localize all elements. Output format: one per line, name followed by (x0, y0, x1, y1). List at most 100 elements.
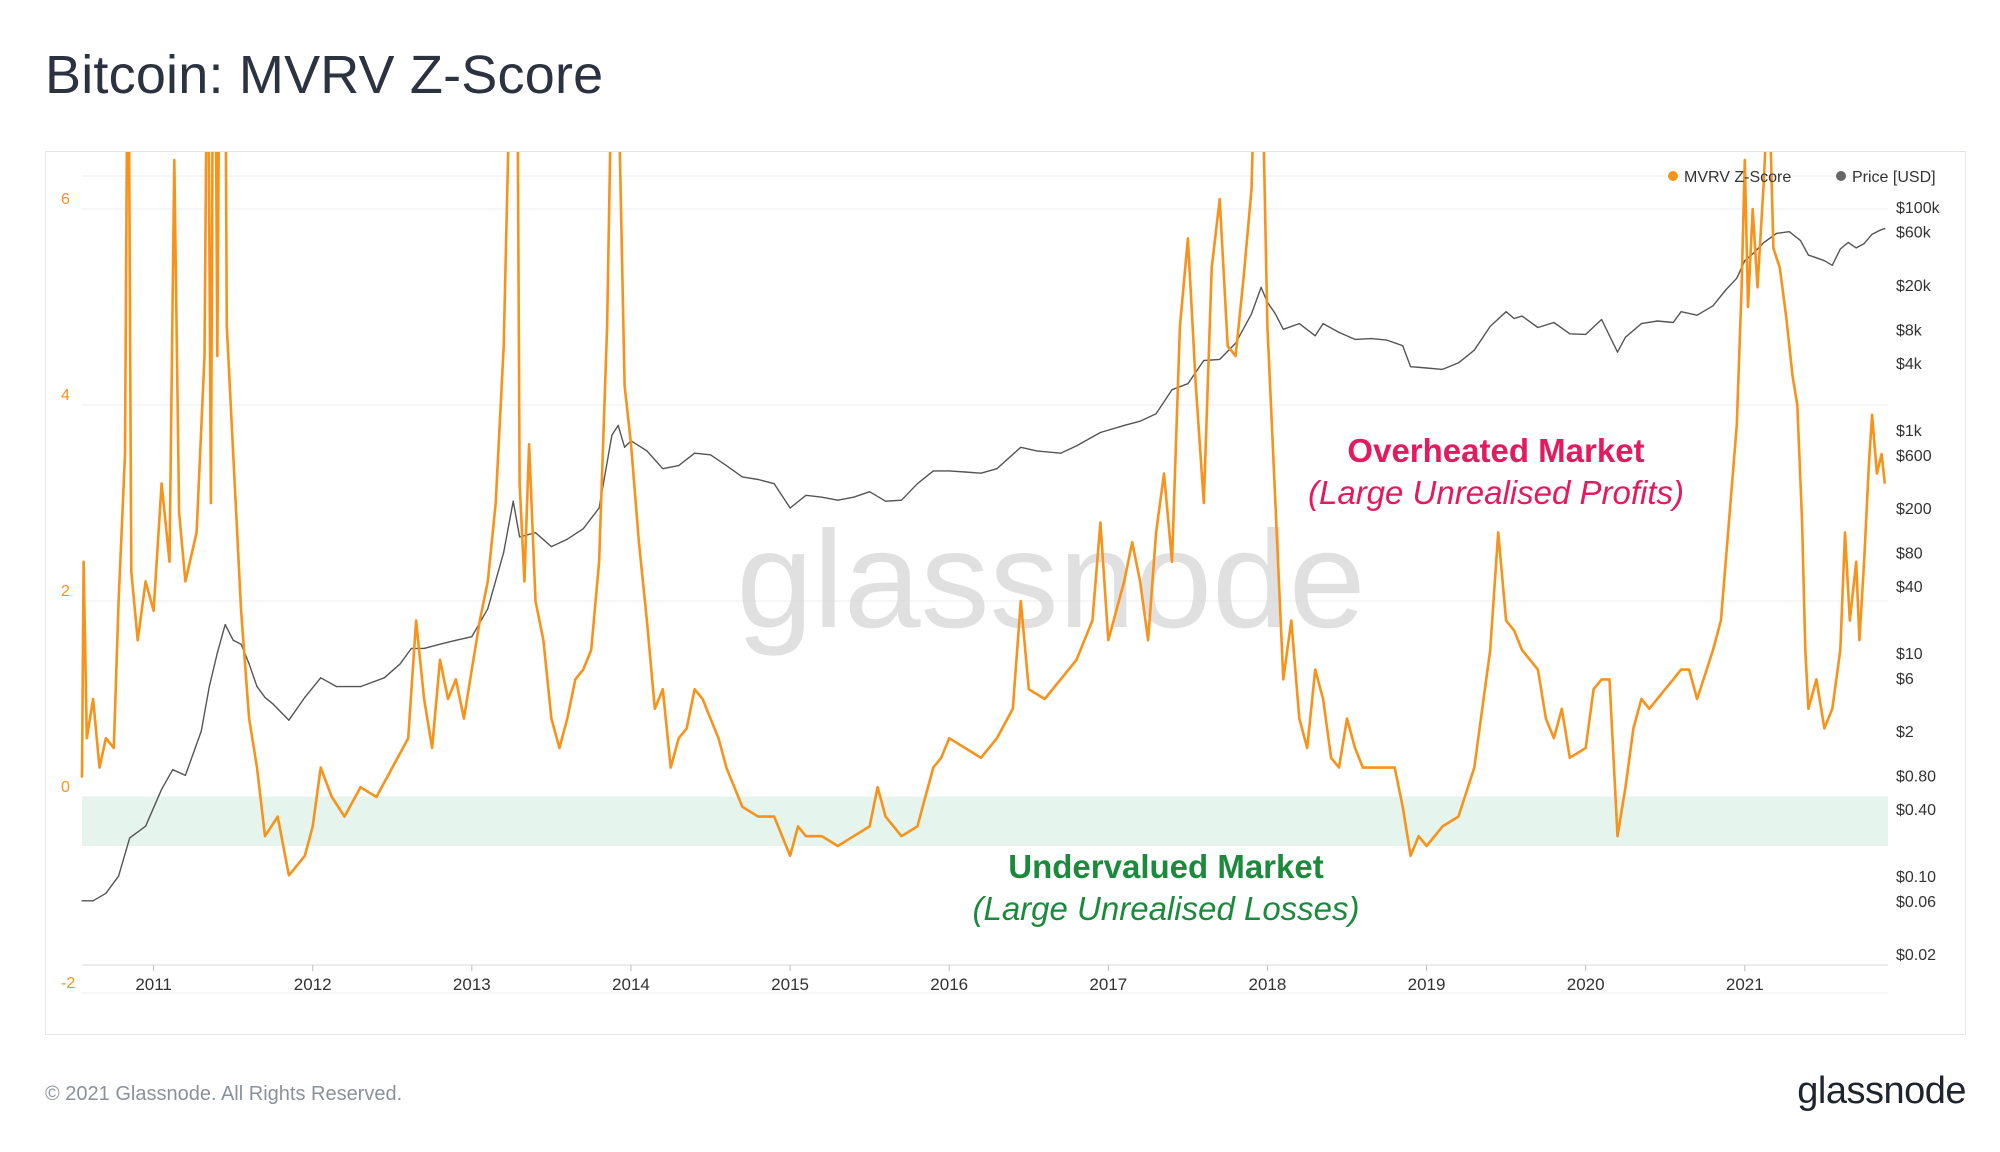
mvrv-line-point (1020, 600, 1022, 602)
glassnode-logo[interactable]: glassnode (1797, 1070, 1966, 1112)
mvrv-line-point (1839, 649, 1841, 651)
y-left-tick-label: 4 (61, 387, 70, 404)
mvrv-line-point (1290, 620, 1292, 622)
chart-panel: glassnode Overheated Market (Large Unreal… (45, 151, 1966, 1035)
price-line-point (646, 450, 648, 452)
mvrv-line-point (654, 708, 656, 710)
undervalued-label: Undervalued Market (1008, 848, 1323, 885)
mvrv-line-point (773, 816, 775, 818)
mvrv-line-point (248, 718, 250, 720)
mvrv-line-point (1648, 708, 1650, 710)
mvrv-line-point (1785, 316, 1787, 318)
mvrv-line-point (1796, 404, 1798, 406)
mvrv-line-point (519, 482, 521, 484)
price-line-point (145, 825, 147, 827)
price-line-point (1831, 264, 1833, 266)
watermark: glassnode (736, 503, 1365, 657)
mvrv-line-point (1441, 825, 1444, 828)
mvrv-line-point (1876, 473, 1878, 475)
price-line-point (92, 900, 94, 902)
price-line-point (900, 499, 903, 501)
mvrv-line-point (226, 326, 228, 328)
y-right-tick-label: $80 (1896, 545, 1923, 562)
mvrv-line-point (1203, 502, 1205, 504)
price-line-point (1776, 232, 1778, 234)
price-line-point (1489, 325, 1491, 327)
mvrv-line-point (407, 737, 409, 739)
x-tick-label: 2013 (453, 975, 491, 994)
mvrv-line-point (542, 639, 544, 641)
price-line-point (1260, 286, 1262, 288)
legend-marker (1836, 171, 1846, 181)
mvrv-line-point (1804, 649, 1806, 651)
mvrv-line-point (1868, 463, 1870, 465)
mvrv-line-point (1044, 698, 1046, 700)
undervalued-band (82, 797, 1888, 846)
mvrv-line-point (145, 580, 147, 582)
mvrv-line-point (1227, 345, 1229, 347)
price-line-point (837, 499, 839, 501)
mvrv-line-point (670, 767, 672, 769)
mvrv-line-point (1741, 286, 1743, 288)
price-line-point (487, 608, 489, 610)
mvrv-line-point (1394, 767, 1396, 769)
price-line-point (455, 639, 457, 641)
mvrv-line-point (1195, 384, 1197, 386)
price-line-point (1752, 253, 1754, 255)
mvrv-line-point (1243, 277, 1245, 279)
x-tick-label: 2017 (1089, 975, 1127, 994)
mvrv-line-point (534, 600, 537, 602)
mvrv-line-point (550, 718, 552, 720)
y-right-tick-label: $200 (1896, 501, 1932, 518)
price-line-point (1513, 317, 1515, 320)
mvrv-line-point (431, 747, 433, 749)
mvrv-line-point (463, 718, 465, 720)
mvrv-line-point (638, 541, 640, 543)
mvrv-line-point (1489, 649, 1491, 651)
mvrv-line-point (1779, 267, 1781, 269)
mvrv-line-point (1075, 659, 1078, 661)
mvrv-line-point (1744, 159, 1746, 161)
mvrv-line-point (203, 355, 206, 357)
price-line-point (224, 624, 226, 626)
mvrv-line-point (1608, 678, 1611, 681)
mvrv-line-point (1402, 806, 1404, 808)
mvrv-line-point (964, 747, 966, 749)
mvrv-line-point (1354, 747, 1356, 749)
mvrv-line-point (1844, 531, 1846, 533)
price-line-point (336, 686, 338, 688)
price-line-point (359, 686, 362, 688)
page-title: Bitcoin: MVRV Z-Score (45, 45, 604, 105)
y-right-tick-label: $1k (1896, 423, 1923, 440)
mvrv-line-point (646, 620, 648, 622)
price-line-point (1457, 362, 1459, 364)
mvrv-line-point (996, 737, 998, 739)
mvrv-line-point (1179, 326, 1181, 328)
mvrv-line-point (523, 580, 525, 582)
price-line-point (503, 551, 505, 553)
price-line-point (678, 465, 680, 467)
mvrv-line-point (1091, 620, 1093, 622)
price-line-point (1370, 338, 1372, 340)
price-line-point (399, 663, 401, 665)
mvrv-line-point (1266, 326, 1268, 328)
price-line-point (1036, 450, 1038, 452)
mvrv-line-point (1688, 669, 1690, 671)
x-tick-label: 2012 (294, 975, 332, 994)
mvrv-line-point (1314, 669, 1316, 671)
mvrv-line-point (1147, 639, 1149, 641)
mvrv-line-point (940, 757, 942, 759)
mvrv-line-point (1763, 179, 1765, 181)
mvrv-line-point (1219, 198, 1221, 200)
mvrv-line-point (1457, 816, 1459, 818)
mvrv-line-point (1131, 541, 1133, 543)
mvrv-line-point (1107, 639, 1109, 641)
mvrv-line-point (1680, 669, 1682, 671)
price-line-point (1624, 336, 1627, 338)
price-line-point (1282, 328, 1284, 330)
mvrv-line-point (678, 737, 680, 739)
price-line-point (1123, 424, 1125, 426)
x-axis: 2011 2012 2013 2014 2015 2016 2017 2018 2019 2020… (82, 964, 1888, 994)
mvrv-line-point (240, 610, 242, 612)
mvrv-line-point (118, 600, 120, 602)
